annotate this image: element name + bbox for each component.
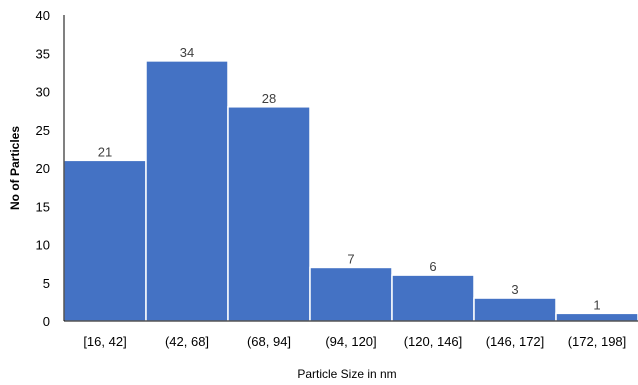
bar-value-label: 34: [180, 45, 194, 60]
bar-value-label: 1: [593, 297, 600, 312]
x-tick-label: (42, 68]: [165, 334, 209, 349]
bar: [145, 60, 229, 322]
x-tick-label: (146, 172]: [486, 334, 545, 349]
x-ticks-layer: [16, 42] (42, 68] (68, 94] (94, 120] (120, 1…: [83, 334, 626, 349]
y-tick-label: 0: [43, 314, 50, 329]
y-ticks-layer: 0 5 10 15 20 25 30 35 40: [36, 8, 50, 329]
bar-value-label: 7: [347, 251, 354, 266]
x-axis-title: Particle Size in nm: [297, 367, 396, 381]
bars-layer: [63, 60, 638, 322]
y-tick-label: 35: [36, 46, 50, 61]
y-tick-label: 25: [36, 123, 50, 138]
bar: [391, 274, 475, 322]
bar: [63, 159, 147, 322]
x-tick-label: (172, 198]: [568, 334, 627, 349]
x-tick-label: (68, 94]: [247, 334, 291, 349]
bar: [555, 312, 638, 322]
bar: [227, 106, 311, 322]
y-tick-label: 10: [36, 238, 50, 253]
bar-value-label: 3: [511, 282, 518, 297]
x-tick-label: (120, 146]: [404, 334, 463, 349]
x-tick-label: [16, 42]: [83, 334, 126, 349]
x-tick-label: (94, 120]: [325, 334, 376, 349]
bar-value-label: 21: [98, 144, 112, 159]
bar-value-label: 6: [429, 259, 436, 274]
bar: [473, 297, 557, 322]
y-tick-label: 30: [36, 85, 50, 100]
y-tick-label: 40: [36, 8, 50, 23]
data-labels-layer: 21 34 28 7 6 3 1: [98, 45, 601, 312]
y-axis-title: No of Particles: [8, 126, 22, 210]
y-tick-label: 5: [43, 276, 50, 291]
y-tick-label: 20: [36, 161, 50, 176]
bar-value-label: 28: [262, 91, 276, 106]
y-tick-label: 15: [36, 199, 50, 214]
bar: [309, 266, 393, 322]
